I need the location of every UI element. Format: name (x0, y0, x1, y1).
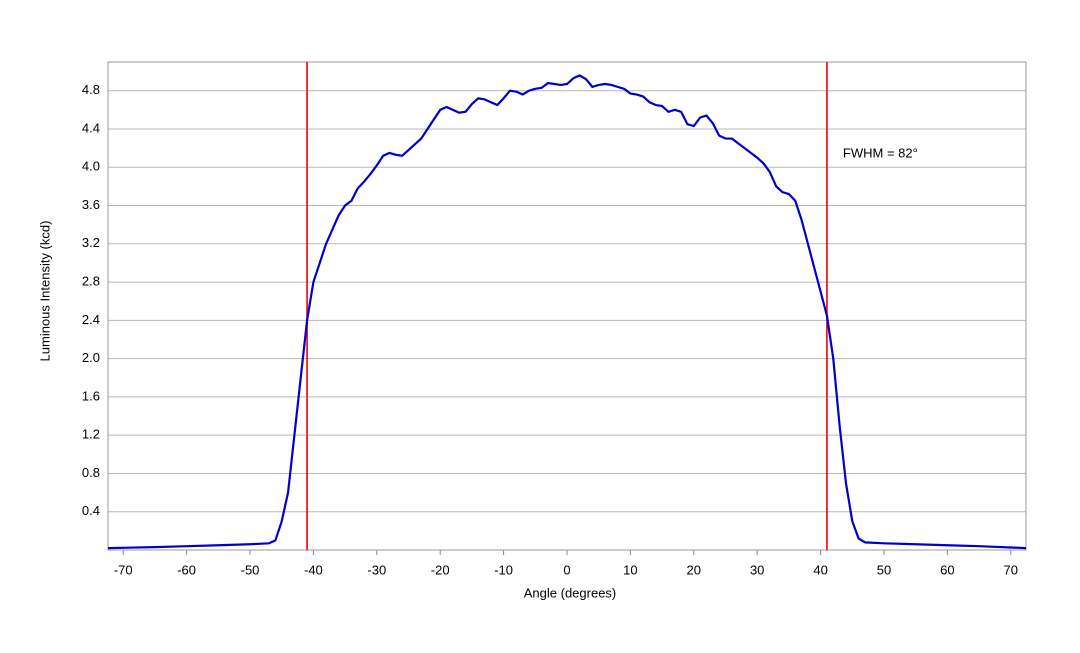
y-tick-label: 3.6 (82, 197, 100, 212)
y-tick-label: 4.8 (82, 82, 100, 97)
x-tick-label: -20 (431, 562, 450, 577)
x-axis-label: Angle (degrees) (524, 585, 617, 600)
y-tick-label: 1.6 (82, 388, 100, 403)
x-tick-label: -40 (304, 562, 323, 577)
y-tick-label: 4.4 (82, 120, 100, 135)
plot-border (107, 61, 1027, 551)
x-tick-label: 60 (940, 562, 954, 577)
y-tick-label: 1.2 (82, 427, 100, 442)
x-tick-label: -70 (114, 562, 133, 577)
y-axis-label: Luminous Intensity (kcd) (37, 221, 52, 362)
y-tick-label: 0.4 (82, 503, 100, 518)
y-tick-label: 4.0 (82, 159, 100, 174)
x-tick-label: 50 (877, 562, 891, 577)
x-tick-label: 0 (563, 562, 570, 577)
x-tick-label: 40 (813, 562, 827, 577)
x-tick-label: -50 (241, 562, 260, 577)
y-tick-label: 2.4 (82, 312, 100, 327)
x-tick-label: -30 (367, 562, 386, 577)
x-tick-label: 10 (623, 562, 637, 577)
annotation: FWHM = 82° (843, 145, 918, 160)
y-tick-label: 2.0 (82, 350, 100, 365)
x-tick-label: -60 (177, 562, 196, 577)
y-tick-label: 2.8 (82, 274, 100, 289)
x-tick-label: 70 (1004, 562, 1018, 577)
y-tick-label: 0.8 (82, 465, 100, 480)
x-tick-label: -10 (494, 562, 513, 577)
x-tick-label: 30 (750, 562, 764, 577)
y-tick-label: 3.2 (82, 235, 100, 250)
data-line (107, 74, 1027, 550)
x-tick-label: 20 (687, 562, 701, 577)
